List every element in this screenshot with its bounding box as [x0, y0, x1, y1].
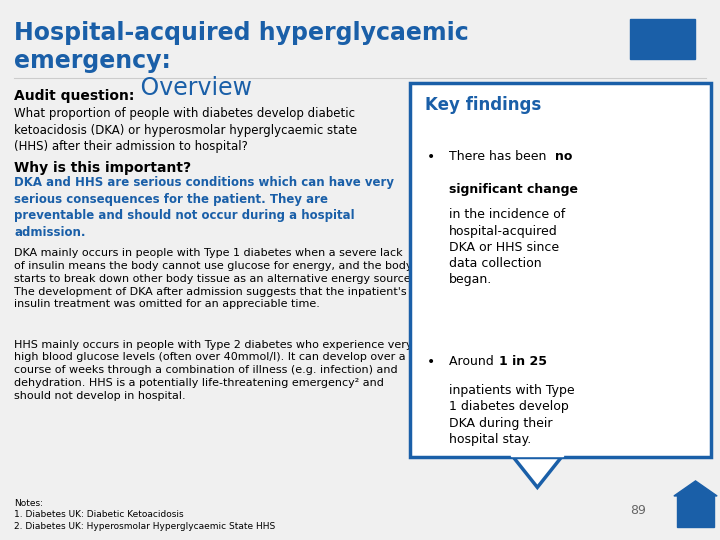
Text: There has been: There has been — [449, 151, 550, 164]
Text: •: • — [427, 355, 435, 369]
Text: •: • — [427, 151, 435, 165]
FancyBboxPatch shape — [511, 448, 563, 456]
Text: HHS mainly occurs in people with Type 2 diabetes who experience very
high blood : HHS mainly occurs in people with Type 2 … — [14, 340, 413, 401]
Text: i: i — [659, 29, 666, 48]
Text: What proportion of people with diabetes develop diabetic
ketoacidosis (DKA) or h: What proportion of people with diabetes … — [14, 107, 358, 153]
Text: Around: Around — [449, 355, 498, 368]
Text: inpatients with Type
1 diabetes develop
DKA during their
hospital stay.: inpatients with Type 1 diabetes develop … — [449, 384, 574, 446]
Text: Overview: Overview — [133, 76, 252, 100]
Text: Key findings: Key findings — [425, 96, 541, 113]
FancyBboxPatch shape — [677, 495, 714, 526]
Text: 89: 89 — [630, 504, 646, 517]
Text: Why is this important?: Why is this important? — [14, 161, 192, 175]
Polygon shape — [510, 453, 564, 488]
Text: Notes:
1. Diabetes UK: Diabetic Ketoacidosis
2. Diabetes UK: Hyperosmolar Hyperg: Notes: 1. Diabetes UK: Diabetic Ketoacid… — [14, 498, 276, 531]
FancyBboxPatch shape — [630, 19, 695, 59]
Text: Audit question:: Audit question: — [14, 89, 135, 103]
Text: DKA mainly occurs in people with Type 1 diabetes when a severe lack
of insulin m: DKA mainly occurs in people with Type 1 … — [14, 248, 419, 309]
Text: Hospital-acquired hyperglycaemic
emergency:: Hospital-acquired hyperglycaemic emergen… — [14, 22, 469, 73]
FancyBboxPatch shape — [410, 83, 711, 457]
Text: in the incidence of
hospital-acquired
DKA or HHS since
data collection
began.: in the incidence of hospital-acquired DK… — [449, 208, 564, 286]
Text: 1 in 25: 1 in 25 — [499, 355, 547, 368]
Polygon shape — [674, 481, 717, 496]
Text: DKA and HHS are serious conditions which can have very
serious consequences for : DKA and HHS are serious conditions which… — [14, 176, 395, 239]
Text: significant change: significant change — [449, 183, 577, 195]
Text: no: no — [555, 151, 572, 164]
